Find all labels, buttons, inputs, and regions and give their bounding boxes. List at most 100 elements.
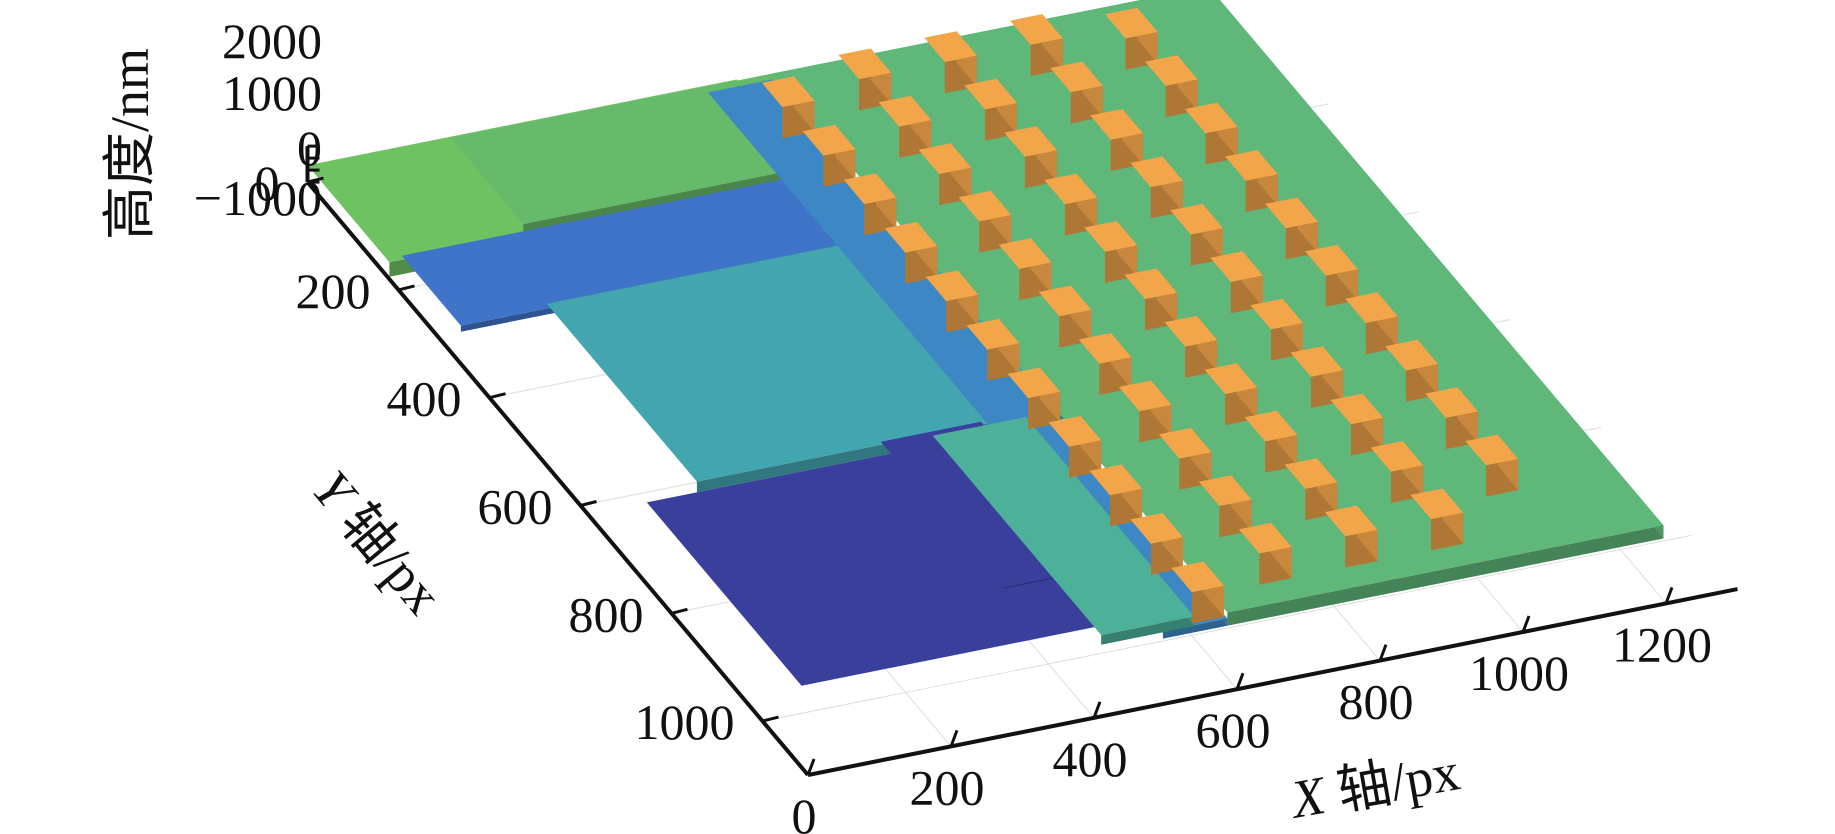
x-tick [1092,701,1102,719]
surface-pads [761,7,1519,624]
y-tick-label: 600 [478,479,553,535]
x-tick [1521,615,1531,633]
pad-2-1 [838,48,892,111]
pad-3-10 [1284,458,1338,521]
pad-3-8-top [1204,363,1258,394]
grid-line-y [762,534,1693,722]
y-tick-label: 200 [296,263,371,319]
pad-2-7 [1078,333,1132,395]
pad-1-2-top [802,124,856,156]
pad-5-2-top [1145,55,1198,86]
x-tick-label: 400 [1053,731,1128,787]
z-tick-label: 1000 [222,65,322,121]
pad-4-3 [1090,109,1143,171]
pad-5-10-top [1465,434,1519,466]
surface-region-6-front [1227,525,1664,626]
pad-1-11-top [1171,561,1224,593]
x-tick [1235,672,1245,690]
x-axis-title: X 轴/px [1285,741,1464,830]
pad-1-5-top [925,270,979,302]
pad-2-9 [1158,427,1212,490]
pad-4-1-top [1010,14,1063,45]
pad-5-9-top [1425,387,1478,418]
pad-3-3-top [1004,126,1058,157]
pad-5-9 [1425,387,1478,450]
pad-5-1 [1105,7,1158,70]
y-tick-label: 1000 [635,694,735,750]
pad-2-4-top [958,190,1012,222]
y-tick [398,284,415,292]
pad-4-10 [1370,441,1424,503]
pad-2-10 [1198,475,1252,538]
pad-5-6 [1305,244,1358,307]
pad-5-4-top [1225,150,1278,181]
pad-4-4-top [1130,156,1183,188]
z-tick-label: −1000 [194,170,322,226]
pad-5-8 [1385,339,1438,402]
pad-2-4 [958,190,1012,253]
pad-1-7-top [1007,367,1061,399]
pad-1-3 [843,173,897,236]
pad-4-4 [1130,156,1183,219]
pad-5-7 [1345,292,1398,355]
surface-region-5-top [707,79,1228,632]
pad-1-4-top [884,221,938,253]
pad-1-7 [1007,367,1061,430]
pad-2-5-top [998,238,1052,269]
pad-2-5 [998,238,1052,301]
pad-3-1-top [924,31,977,62]
pad-1-10 [1130,513,1183,575]
axes [305,144,1738,777]
pad-5-3 [1185,102,1238,165]
y-axis-title: Y 轴/px [301,459,454,625]
pad-3-11-top [1324,505,1378,537]
pad-2-8-top [1118,380,1172,412]
pad-4-7-top [1250,298,1303,330]
pad-4-1 [1010,14,1063,76]
pad-4-11 [1410,488,1464,551]
pad-1-4 [884,221,938,284]
x-tick [949,729,959,747]
pad-1-1-top [761,76,815,108]
pad-2-9-top [1158,427,1212,459]
pad-1-10-top [1130,513,1183,544]
y-tick-label: 0 [255,155,280,211]
pad-2-10-top [1198,475,1252,506]
y-tick-label: 800 [569,586,644,642]
pad-4-6 [1210,251,1263,314]
pad-3-6 [1124,268,1178,331]
pad-5-10 [1465,434,1519,497]
surface-region-9-top [932,417,1195,636]
y-tick [580,500,597,507]
x-tick-label: 1000 [1469,645,1569,701]
pad-1-3-top [843,173,897,205]
pad-4-9-top [1330,393,1384,425]
x-tick-label: 200 [910,759,985,815]
y-axis-line [305,180,810,777]
y-tick [671,607,688,615]
pad-4-10-top [1370,441,1424,472]
surface-region-3-top [401,174,869,326]
pad-3-8 [1204,363,1258,426]
pad-5-1-top [1105,7,1158,39]
surface-region-6-top [772,0,1664,613]
pad-3-2-top [964,78,1017,110]
surface-region-5-front [1162,618,1228,639]
pad-1-8-top [1048,416,1102,447]
pad-3-9-top [1244,410,1298,442]
y-tick-label: 400 [387,371,462,427]
pad-2-2 [878,95,932,158]
pad-5-3-top [1185,102,1238,134]
pad-1-5 [925,270,979,333]
pad-5-5-top [1265,197,1318,229]
pad-3-9 [1244,410,1298,473]
pad-1-2 [802,124,856,187]
z-axis-title: 高度/nm [100,48,160,240]
pad-1-6 [966,318,1020,381]
y-tick [489,392,506,400]
pad-1-8 [1048,416,1102,478]
pad-2-2-top [878,95,932,127]
z-tick-label: 0 [297,120,322,176]
pad-1-1 [761,76,815,139]
